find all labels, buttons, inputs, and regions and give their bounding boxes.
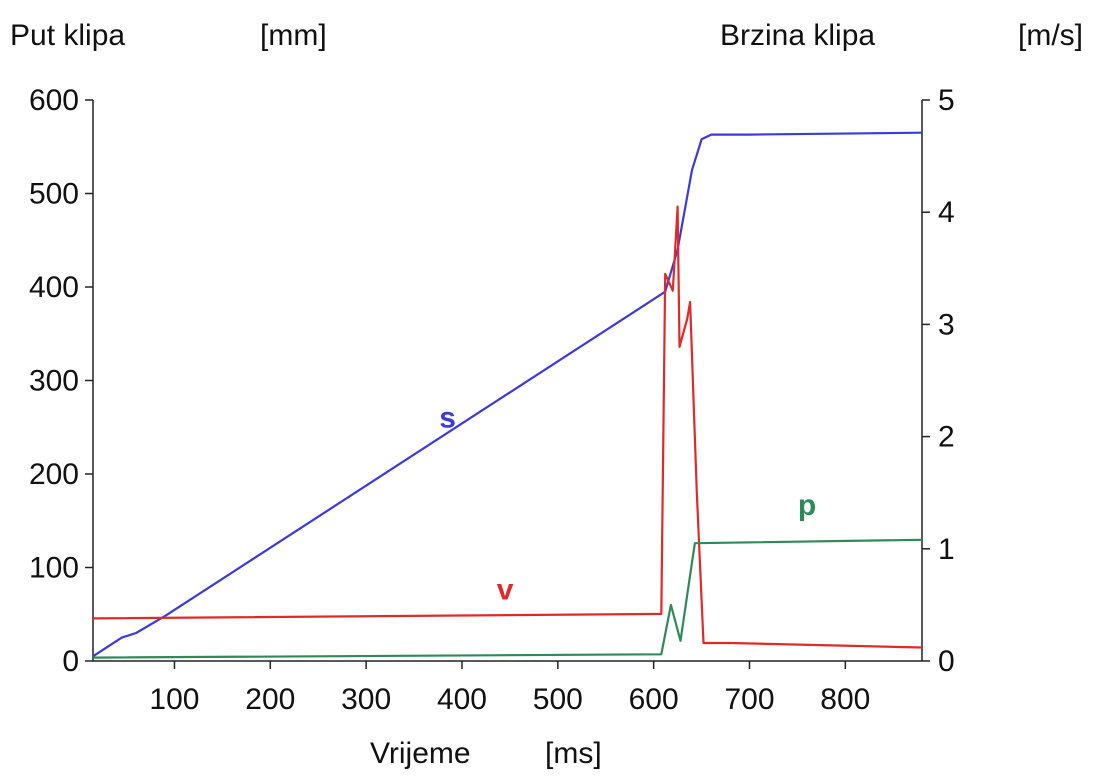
x-tick-label: 400	[437, 683, 487, 716]
x-tick-label: 100	[149, 683, 199, 716]
right-axis-unit: [m/s]	[1018, 19, 1083, 52]
x-axis-title: Vrijeme	[370, 737, 471, 770]
x-tick-label: 300	[341, 683, 391, 716]
right-tick-label: 4	[938, 196, 955, 229]
right-tick-label: 5	[938, 84, 955, 117]
header-labels: Put klipa [mm] Brzina klipa [m/s]	[10, 19, 1083, 52]
series-label-v: v	[497, 573, 514, 606]
x-tick-label: 600	[629, 683, 679, 716]
left-tick-label: 500	[29, 178, 79, 211]
x-axis-title-group: Vrijeme [ms]	[370, 737, 602, 770]
x-tick-label: 800	[820, 683, 870, 716]
right-tick-label: 2	[938, 421, 955, 454]
left-tick-label: 200	[29, 458, 79, 491]
right-axis-title: Brzina klipa	[720, 19, 875, 52]
left-tick-label: 400	[29, 271, 79, 304]
axes: 0 100 200 300 400 500 600 0 1 2 3 4 5 100 200 300 400 500…	[29, 84, 955, 716]
x-tick-label: 200	[245, 683, 295, 716]
right-tick-label: 1	[938, 533, 955, 566]
x-axis-unit: [ms]	[545, 737, 602, 770]
x-tick-label: 500	[533, 683, 583, 716]
right-tick-label: 0	[938, 645, 955, 678]
right-tick-label: 3	[938, 308, 955, 341]
series-line-v	[92, 205, 923, 649]
left-axis-title: Put klipa	[10, 19, 125, 52]
left-tick-label: 600	[29, 84, 79, 117]
series-line-p	[92, 538, 923, 659]
series-label-p: p	[798, 489, 816, 522]
series-label-s: s	[439, 401, 456, 434]
series-layer: s v p	[92, 131, 923, 659]
left-tick-label: 0	[62, 645, 79, 678]
left-tick-label: 300	[29, 365, 79, 398]
left-axis-unit: [mm]	[260, 19, 327, 52]
x-tick-label: 700	[724, 683, 774, 716]
left-tick-label: 100	[29, 552, 79, 585]
